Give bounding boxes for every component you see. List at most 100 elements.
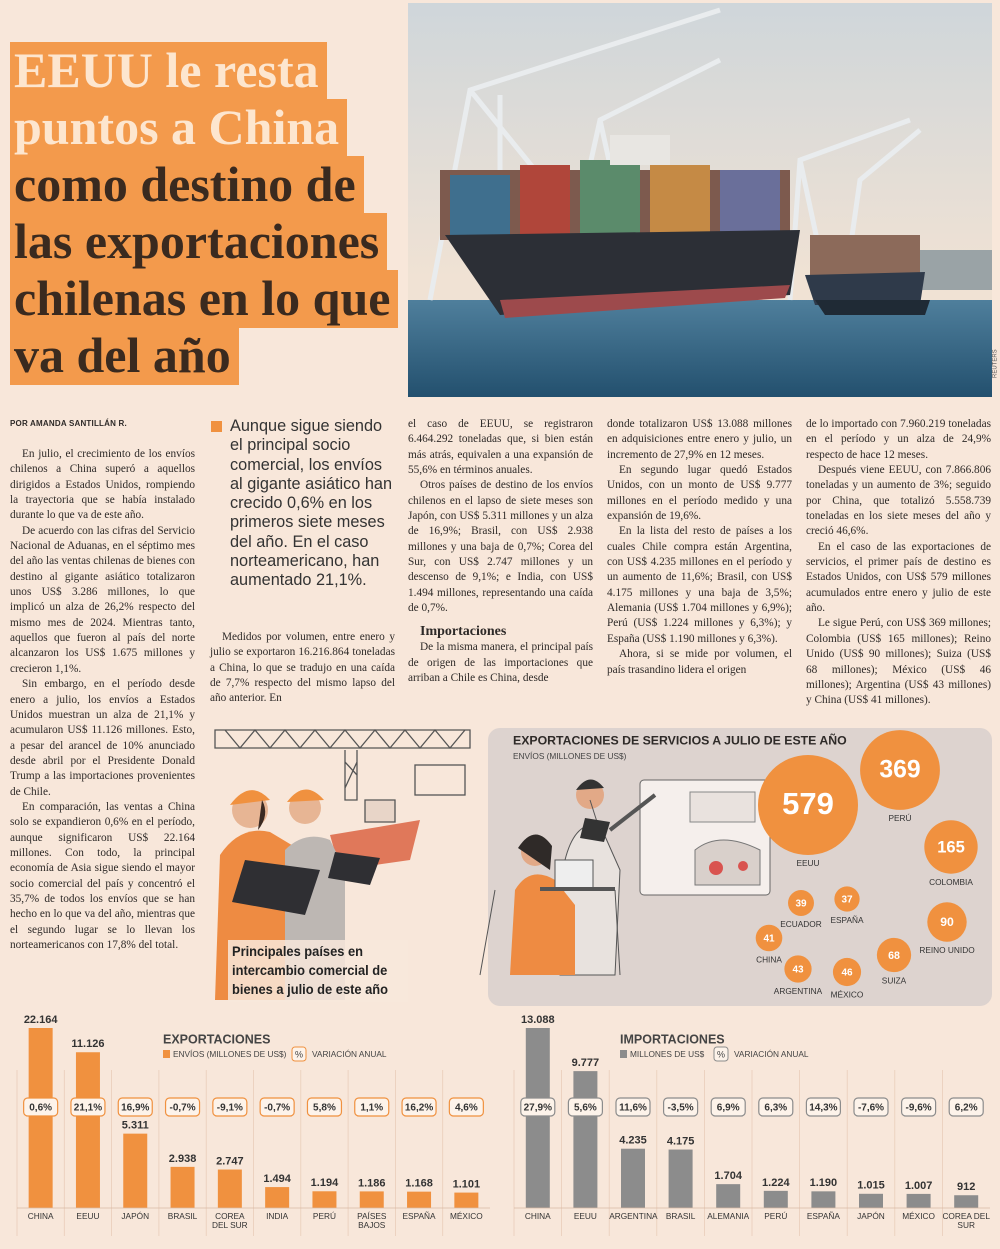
sitting-person [510,874,575,975]
bubble [832,957,862,987]
variation-label: -3,5% [668,1103,694,1114]
paragraph: Después viene EEUU, con 7.866.806 tonela… [806,464,991,538]
bar-value-label: 1.190 [810,1177,838,1189]
variation-box [805,1097,842,1117]
category-label: MÉXICO [902,1211,935,1221]
bar-value-label: 1.194 [311,1177,339,1189]
category-label: BRASIL [167,1211,198,1221]
variation-label: 5,8% [313,1103,336,1114]
variation-label: -9,6% [906,1103,932,1114]
variation-box [259,1097,295,1117]
bar [217,1169,242,1208]
bubble [758,755,858,855]
pull-quote: Aunque sigue siendo el principal socio c… [210,417,395,591]
bar-value-label: 2.938 [169,1153,197,1165]
bubble-value: 46 [841,968,853,979]
pin [709,861,723,875]
container-stack [650,165,710,235]
hair [518,834,552,870]
text-column: de lo importado con 7.960.219 toneladas … [806,417,991,709]
bar [454,1192,479,1208]
bar [811,1191,836,1208]
byline: POR AMANDA SANTILLÁN R. [10,419,127,428]
variation-box [520,1097,556,1117]
bar-value-label: 912 [957,1181,975,1193]
variation-box [615,1097,651,1117]
bar [906,1193,931,1208]
category-label: CHINA [524,1211,551,1221]
bubble [927,902,967,942]
category-label: PERÚ [764,1211,788,1221]
text-column: Medidos por volumen, entre enero y julio… [210,630,395,707]
category-label: MÉXICO [449,1211,483,1221]
laptop [554,859,594,889]
paragraph: Le sigue Perú, con US$ 369 millones; Col… [806,617,991,707]
pull-quote-text: Aunque sigue siendo el principal socio c… [230,417,393,590]
bar [954,1195,979,1208]
variation-label: -9,1% [217,1103,243,1114]
bar [573,1071,598,1208]
bar-value-label: 1.704 [714,1170,742,1182]
category-label: JAPÓN [857,1211,885,1221]
illustration-caption: Principales países en intercambio comerc… [232,943,389,997]
pointing-arm [608,793,657,832]
crane-mast [344,750,358,801]
bar-value-label: 1.494 [263,1173,291,1185]
container-stack [450,175,510,235]
bubble [788,890,814,916]
headline-text: las exportaciones [10,213,388,271]
variation-label: -0,7% [169,1103,195,1114]
variation-box [853,1097,889,1117]
container-stack [580,160,640,235]
bar-value-label: 1.015 [857,1180,885,1192]
subheading: Importaciones [420,624,507,640]
bar-value-label: 13.088 [521,1014,555,1026]
bubble-value: 68 [888,950,900,962]
bubble-label: SUIZA [882,975,907,985]
second-ship [810,235,920,280]
bar [312,1191,337,1208]
variation-box [710,1097,746,1117]
category-label: EEUU [76,1211,100,1221]
bubble [924,820,978,874]
services-illustration [479,779,771,976]
bar [668,1149,693,1208]
bar-value-label: 1.101 [453,1178,481,1190]
headline-line: puntos a China [10,99,398,157]
bubble-label: MÉXICO [831,989,864,999]
variation-label: 14,3% [809,1103,837,1114]
bar-value-label: 1.186 [358,1177,386,1189]
bar-value-label: 4.175 [667,1135,695,1147]
headline-text: puntos a China [10,99,348,157]
variation-label: 21,1% [74,1103,102,1114]
bar [859,1193,883,1208]
bar-value-label: 22.164 [24,1014,59,1026]
bar-value-label: 11.126 [71,1038,104,1050]
variation-box [70,1097,106,1117]
headline-line: como destino de [10,156,398,214]
bar [407,1191,432,1208]
paragraph: el caso de EEUU, se registraron 6.464.29… [408,418,593,477]
tablet [580,818,610,842]
bar [763,1190,788,1208]
tablet [232,860,320,915]
variation-box [448,1097,484,1117]
variation-label: 4,6% [455,1103,478,1114]
category-label: ESPAÑA [402,1211,436,1221]
legend-swatch [620,1050,627,1058]
bubble [755,924,783,952]
bubble-value: 41 [763,934,775,945]
legend-variation-label: VARIACIÓN ANUAL [734,1049,809,1059]
cabin [364,799,396,823]
hair [576,779,604,790]
paragraph: Otros países de destino de los envíos ch… [408,479,593,615]
bar [525,1028,550,1208]
paragraph: En la lista del resto de países a los cu… [607,525,792,645]
bubble-chart-subtitle: ENVÍOS (MILLONES DE US$) [513,751,627,761]
container [414,764,466,796]
category-label: COREA DEL SUR [942,1211,990,1230]
text-column: En julio, el crecimiento de los envíos c… [10,447,195,953]
variation-box [758,1097,794,1117]
paragraph: En segundo lugar quedó Estados Unidos, c… [607,464,792,523]
